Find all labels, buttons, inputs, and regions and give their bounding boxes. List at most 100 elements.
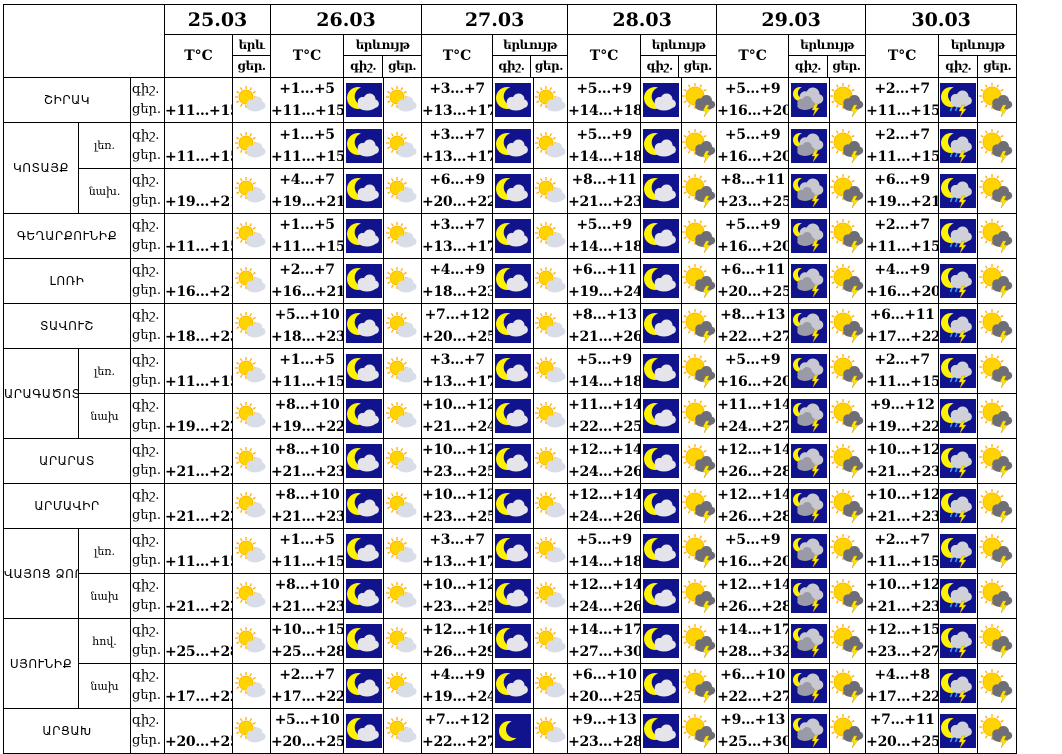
night-temp: +4…+8 bbox=[874, 667, 930, 683]
night-temp: +10…+12 bbox=[866, 577, 939, 593]
day-temp: +26…+28 bbox=[717, 509, 789, 525]
icon-cell bbox=[640, 348, 683, 394]
subregion-label: նախ bbox=[78, 573, 131, 619]
temp-cell: +3…+7 +13…+17 bbox=[421, 213, 494, 259]
icon-cell bbox=[232, 168, 272, 214]
sun-storm-icon bbox=[979, 624, 1013, 658]
icon-cell bbox=[383, 213, 423, 259]
phen-header: երևույթ գիշ. ցեր. bbox=[492, 34, 569, 78]
icon-cell bbox=[232, 213, 272, 259]
day-temp: +23…+25 bbox=[422, 509, 493, 525]
moon-cloud-icon bbox=[643, 534, 680, 568]
day-temp: +25…+28 bbox=[271, 644, 344, 660]
icon-cell bbox=[533, 393, 569, 439]
day-temp: +18…+23 bbox=[165, 329, 233, 345]
moon-cloud-icon bbox=[643, 489, 680, 523]
sun-cloud-icon bbox=[385, 177, 417, 203]
icon-cell bbox=[681, 528, 718, 574]
night-label: գիշ. bbox=[132, 668, 160, 683]
night-temp: +12…+14 bbox=[717, 577, 789, 593]
night-temp: +6…+11 bbox=[720, 262, 786, 278]
night-day-labels: գիշ. ցեր. bbox=[129, 348, 166, 394]
moon-cloud-icon bbox=[345, 83, 382, 117]
temp-cell: +6…+11 +19…+24 bbox=[567, 258, 642, 304]
moon-cloud-icon bbox=[643, 399, 680, 433]
day-temp: +22…+27 bbox=[717, 689, 789, 705]
day-label: ցեր. bbox=[132, 643, 162, 658]
header-corner bbox=[2, 4, 166, 78]
region-name: ԿՈՏԱՅՔ bbox=[3, 122, 79, 214]
night-label: գիշ. bbox=[132, 127, 160, 143]
sun-storm-icon bbox=[830, 219, 864, 253]
day-temp: +21…+23 bbox=[866, 464, 939, 480]
icon-cell bbox=[938, 438, 979, 484]
temp-cell: +9…+13 +23…+28 bbox=[567, 708, 642, 754]
day-label: ցեր. bbox=[983, 59, 1012, 73]
day-temp: +21…+23 bbox=[271, 509, 344, 525]
temp-label: T°C bbox=[567, 34, 642, 78]
icon-cell bbox=[383, 618, 423, 664]
temp-cell: +5…+9 +14…+18 bbox=[567, 213, 642, 259]
icon-cell bbox=[232, 573, 272, 619]
icon-cell bbox=[640, 303, 683, 349]
moon-storm-icon bbox=[940, 714, 977, 748]
moon-cloud-icon bbox=[345, 264, 382, 298]
subregion-label: լեռ. bbox=[78, 122, 131, 169]
temp-cell: +19…+22 bbox=[164, 393, 234, 439]
day-temp: +13…+17 bbox=[422, 554, 493, 570]
day-temp: +16…+20 bbox=[717, 148, 789, 165]
day-temp: +21…+23 bbox=[165, 599, 233, 615]
night-label: գիշ. bbox=[132, 398, 160, 413]
subregion-label: լեռ. bbox=[78, 528, 131, 574]
day-temp: +20…+25 bbox=[866, 734, 939, 750]
day-temp: +23…+27 bbox=[866, 644, 939, 660]
moon-storm-icon bbox=[940, 624, 977, 658]
moon-storm-icon bbox=[940, 83, 977, 117]
night-temp: +5…+9 bbox=[724, 532, 781, 548]
moon-storm-icon bbox=[940, 264, 977, 298]
moon-cloud-icon bbox=[643, 624, 680, 658]
night-day-labels: գիշ. ցեր. bbox=[129, 122, 166, 169]
moon-cloud-icon bbox=[495, 174, 532, 208]
icon-cell bbox=[977, 393, 1018, 439]
temp-cell: +9…+13 +25…+30 bbox=[716, 708, 790, 754]
icon-cell bbox=[640, 393, 683, 439]
sun-cloud-icon bbox=[234, 312, 266, 338]
icon-cell bbox=[533, 483, 569, 529]
icon-cell bbox=[383, 663, 423, 709]
icon-cell bbox=[232, 258, 272, 304]
icon-cell bbox=[829, 573, 867, 619]
night-temp: +2…+7 bbox=[874, 217, 930, 233]
icon-cell bbox=[938, 258, 979, 304]
region-name: ՍՅՈՒՆԻՔ bbox=[3, 618, 79, 709]
night-day-labels: գիշ. ցեր. bbox=[129, 168, 166, 214]
day-temp: +11…+15 bbox=[165, 148, 233, 165]
night-temp: +10…+12 bbox=[866, 487, 939, 503]
moon-cloud-icon bbox=[643, 219, 680, 253]
icon-cell bbox=[533, 77, 569, 123]
sun-cloud-icon bbox=[234, 672, 266, 698]
day-temp: +22…+27 bbox=[717, 329, 789, 345]
day-temp: +21…+23 bbox=[866, 599, 939, 615]
temp-cell: +12…+15 +23…+27 bbox=[865, 618, 940, 664]
day-temp: +24…+26 bbox=[568, 509, 641, 525]
icon-cell bbox=[383, 708, 423, 754]
day-temp: +17…+22 bbox=[165, 689, 233, 705]
temp-cell: +5…+9 +16…+20 bbox=[716, 348, 790, 394]
icon-cell bbox=[681, 122, 718, 169]
night-temp: +8…+13 bbox=[571, 307, 637, 323]
temp-cell: +1…+5 +11…+15 bbox=[270, 528, 345, 574]
subregion-label: հով. bbox=[78, 618, 131, 664]
moon-storm-icon bbox=[940, 669, 977, 703]
region-name: ԱՐՄԱՎԻՐ bbox=[3, 483, 131, 529]
moon-cloud-icon bbox=[345, 579, 382, 613]
day-temp: +25…+30 bbox=[717, 734, 789, 750]
icon-cell bbox=[681, 348, 718, 394]
sun-storm-icon bbox=[979, 354, 1013, 388]
icon-cell bbox=[829, 77, 867, 123]
day-temp: +11…+15 bbox=[165, 374, 233, 390]
icon-cell bbox=[977, 77, 1018, 123]
night-day-labels: գիշ. ցեր. bbox=[129, 303, 166, 349]
sun-storm-icon bbox=[979, 489, 1013, 523]
moon-cloud-icon bbox=[643, 264, 680, 298]
